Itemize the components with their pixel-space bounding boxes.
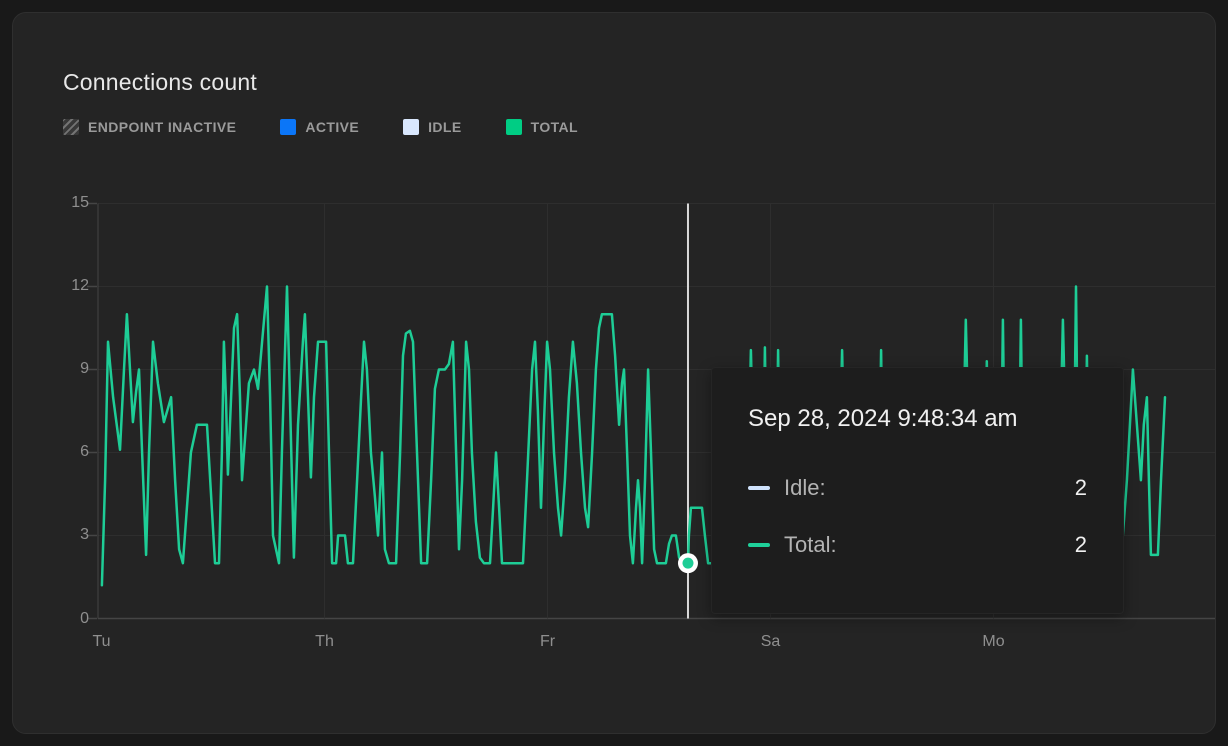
tooltip-row-idle: Idle: 2 (748, 474, 1087, 502)
color-swatch-icon (505, 119, 522, 135)
legend-item-total[interactable]: TOTAL (505, 119, 578, 135)
legend-label: ENDPOINT INACTIVE (88, 119, 237, 135)
legend-item-endpoint-inactive[interactable]: ENDPOINT INACTIVE (63, 119, 236, 135)
series-dash-icon (748, 486, 770, 490)
chart-plot-area[interactable]: 0 3 6 9 12 15 Tu Th Fr Sa Mo Sep 28, 2024 9:48:34 … (13, 13, 1215, 733)
x-axis-label-tu: Tu (92, 633, 111, 650)
legend-label: IDLE (428, 119, 462, 135)
tooltip-row-total: Total: 2 (748, 531, 1087, 559)
color-swatch-icon (280, 119, 297, 135)
tooltip-series-label: Idle: (784, 475, 826, 500)
x-axis-label-mo: Mo (982, 633, 1005, 650)
tooltip-series-value: 2 (1074, 532, 1087, 557)
tooltip-series-label: Total: (784, 532, 837, 557)
tooltip-timestamp: Sep 28, 2024 9:48:34 am (748, 405, 1018, 432)
card-title: Connections count (63, 69, 257, 95)
y-axis-label: 15 (71, 194, 89, 212)
hatched-swatch-icon (63, 119, 79, 135)
x-axis-label-sa: Sa (760, 633, 781, 650)
x-axis-label-fr: Fr (539, 633, 556, 650)
connections-count-card: Connections count ENDPOINT INACTIVE ACTIV… (12, 12, 1216, 734)
legend-label: ACTIVE (305, 119, 360, 135)
color-swatch-icon (403, 119, 420, 135)
y-axis-label: 6 (80, 443, 89, 461)
y-axis-label: 0 (80, 609, 89, 627)
hovered-point-marker-dot (682, 557, 694, 569)
y-axis-label: 12 (71, 277, 89, 295)
tooltip-rows: Idle: 2 Total: 2 (748, 474, 1087, 559)
legend-item-idle[interactable]: IDLE (403, 119, 462, 135)
y-axis-label: 9 (80, 360, 89, 378)
legend-item-active[interactable]: ACTIVE (280, 119, 359, 135)
chart-tooltip: Sep 28, 2024 9:48:34 am Idle: 2 Total: 2 (711, 367, 1124, 614)
tooltip-series-value: 2 (1074, 475, 1087, 500)
series-dash-icon (748, 543, 770, 547)
x-axis-label-th: Th (315, 633, 334, 650)
y-axis-label: 3 (80, 526, 89, 544)
legend-label: TOTAL (530, 119, 578, 135)
chart-legend: ENDPOINT INACTIVE ACTIVE IDLE TOTAL (63, 119, 578, 135)
